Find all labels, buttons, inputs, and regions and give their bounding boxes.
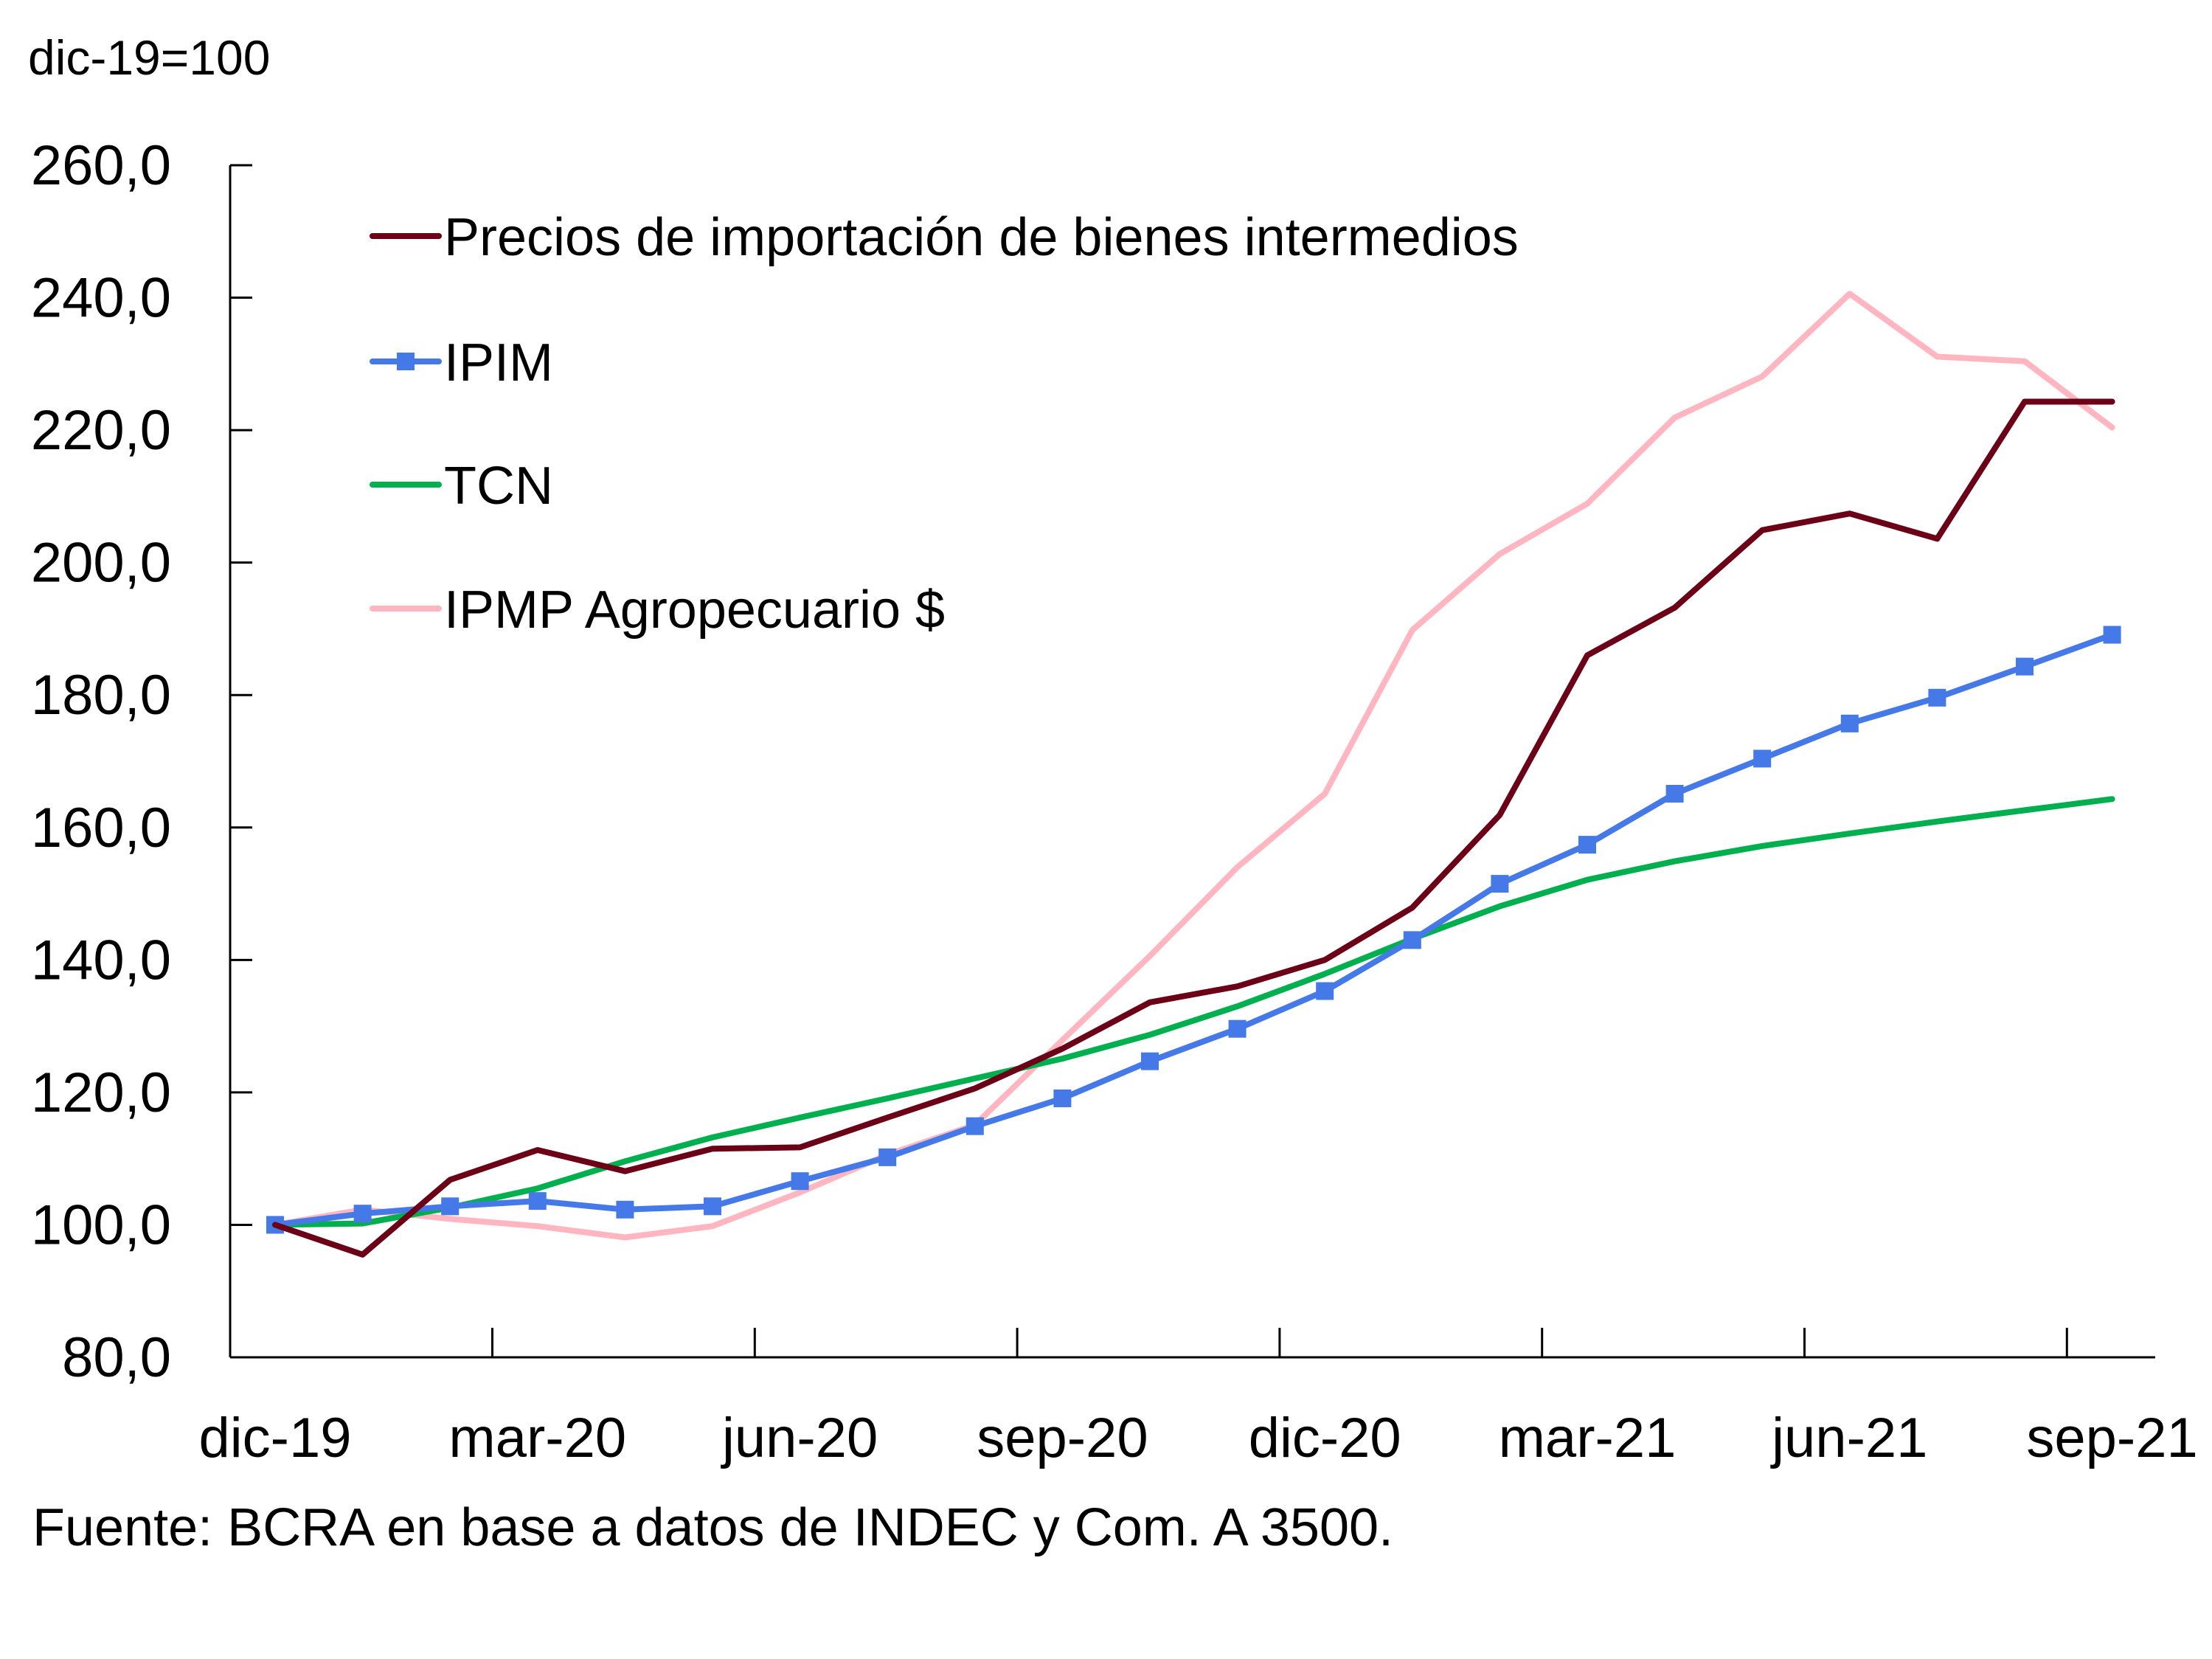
data-point-ipim	[1316, 982, 1334, 1000]
data-point-ipim	[791, 1172, 809, 1191]
x-axis-ticks: dic-19 mar-20 jun-20 sep-20 dic-20 mar-21 jun-…	[199, 1328, 2198, 1469]
y-axis-unit-label: dic-19=100	[28, 30, 271, 85]
data-point-ipim	[1491, 875, 1509, 893]
data-point-ipim	[1928, 688, 1946, 707]
data-point-ipim	[965, 1117, 984, 1135]
x-tick-label: sep-20	[977, 1407, 1148, 1469]
y-tick-label: 200,0	[31, 532, 171, 595]
x-tick-label: jun-21	[1770, 1407, 1927, 1469]
data-point-ipim	[528, 1192, 547, 1211]
legend: Precios de importación de bienes interme…	[370, 208, 1519, 640]
data-point-ipim	[1840, 714, 1859, 732]
series-line-precios-de-importaci-n-de-bienes-intermedios	[272, 398, 2115, 1258]
y-axis-ticks: 80,0 100,0 120,0 140,0 160,0 180,0 200,0 220,0 2…	[31, 134, 252, 1389]
data-point-ipim	[878, 1148, 897, 1166]
series-line-tcn	[272, 796, 2115, 1228]
x-tick-label: dic-20	[1249, 1407, 1401, 1469]
series-line-ipim	[272, 631, 2115, 1228]
data-point-ipim	[1578, 836, 1596, 854]
y-tick-label: 160,0	[31, 797, 171, 859]
data-point-ipim	[1228, 1019, 1247, 1038]
data-point-ipim	[704, 1197, 721, 1216]
data-point-ipim	[1665, 784, 1684, 803]
legend-label-ipmp-agropecuario: IPMP Agropecuario $	[444, 581, 945, 640]
legend-label-ipim: IPIM	[444, 333, 553, 392]
y-tick-label: 180,0	[31, 664, 171, 727]
y-tick-label: 220,0	[31, 399, 171, 462]
y-tick-label: 120,0	[31, 1061, 171, 1124]
data-point-ipim	[1141, 1052, 1159, 1070]
data-point-ipim	[1053, 1089, 1072, 1107]
legend-marker-ipim	[397, 353, 415, 370]
legend-label-precios-de-importaci-n-de-bienes-intermedios: Precios de importación de bienes interme…	[444, 208, 1519, 267]
x-tick-label: mar-20	[448, 1407, 626, 1469]
data-point-ipim	[441, 1197, 460, 1216]
data-point-ipim	[2103, 626, 2121, 644]
x-tick-label: mar-21	[1499, 1407, 1677, 1469]
y-tick-label: 240,0	[31, 267, 171, 330]
y-tick-label: 100,0	[31, 1194, 171, 1256]
axes	[229, 165, 2155, 1359]
series-line-ipmp-agropecuario	[272, 291, 2115, 1241]
series-group	[266, 291, 2121, 1258]
legend-label-tcn: TCN	[444, 457, 553, 516]
source-note: Fuente: BCRA en base a datos de INDEC y …	[32, 1498, 1394, 1557]
data-point-ipim	[2016, 657, 2034, 676]
x-tick-label: jun-20	[721, 1407, 878, 1469]
y-tick-label: 260,0	[31, 134, 171, 197]
data-point-ipim	[353, 1205, 372, 1223]
data-point-ipim	[1753, 749, 1772, 768]
data-point-ipim	[616, 1200, 634, 1219]
x-tick-label: dic-19	[199, 1407, 352, 1469]
x-tick-label: sep-21	[2026, 1407, 2197, 1469]
y-tick-label: 140,0	[31, 929, 171, 991]
y-tick-label: 80,0	[62, 1326, 171, 1389]
data-point-ipim	[1403, 931, 1421, 949]
